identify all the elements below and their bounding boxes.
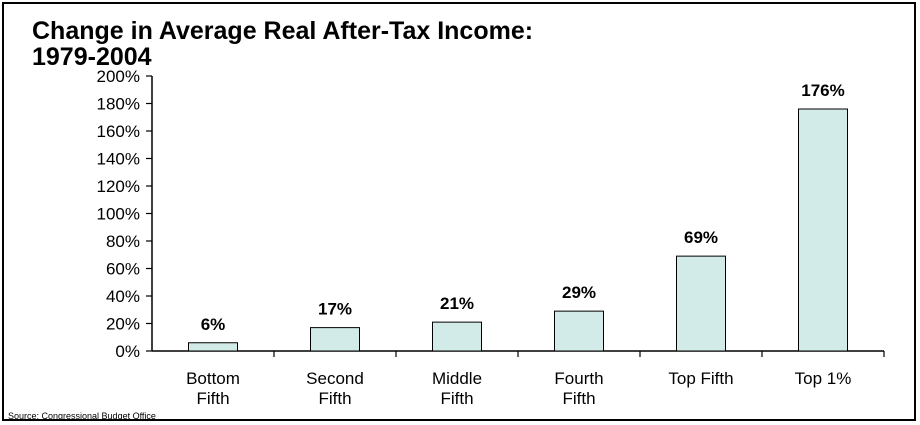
- data-label: 17%: [318, 300, 352, 319]
- bar: [188, 342, 238, 352]
- y-tick-label: 40%: [106, 287, 140, 306]
- chart-border: [2, 2, 916, 421]
- chart-title-line-1: Change in Average Real After-Tax Income:: [32, 17, 534, 45]
- category-label: Fifth: [440, 389, 473, 408]
- y-tick-label: 120%: [97, 177, 140, 196]
- category-label: Second: [306, 369, 364, 388]
- category-label: Fourth: [554, 369, 603, 388]
- y-tick-label: 140%: [97, 150, 140, 169]
- data-label: 29%: [562, 283, 596, 302]
- category-label: Top Fifth: [668, 369, 733, 388]
- y-tick-label: 160%: [97, 122, 140, 141]
- bar: [554, 310, 604, 352]
- category-label: Middle: [432, 369, 482, 388]
- bar: [432, 321, 482, 352]
- data-label: 176%: [801, 81, 844, 100]
- category-label: Top 1%: [795, 369, 852, 388]
- y-tick-label: 60%: [106, 260, 140, 279]
- bar: [676, 255, 726, 352]
- category-label: Fifth: [196, 389, 229, 408]
- y-tick-label: 0%: [115, 342, 140, 361]
- y-tick-label: 100%: [97, 205, 140, 224]
- bar: [310, 327, 360, 352]
- category-label: Bottom: [186, 369, 240, 388]
- category-label: Fifth: [562, 389, 595, 408]
- y-tick-label: 180%: [97, 95, 140, 114]
- data-label: 69%: [684, 228, 718, 247]
- y-tick-label: 20%: [106, 315, 140, 334]
- data-label: 21%: [440, 294, 474, 313]
- y-tick-label: 80%: [106, 232, 140, 251]
- data-label: 6%: [201, 315, 226, 334]
- chart-title: Change in Average Real After-Tax Income:…: [32, 18, 812, 70]
- bar: [798, 108, 848, 352]
- category-label: Fifth: [318, 389, 351, 408]
- source-note: Source: Congressional Budget Office: [8, 411, 156, 421]
- chart-title-line-2: 1979-2004: [32, 43, 152, 71]
- y-tick-label: 200%: [97, 67, 140, 86]
